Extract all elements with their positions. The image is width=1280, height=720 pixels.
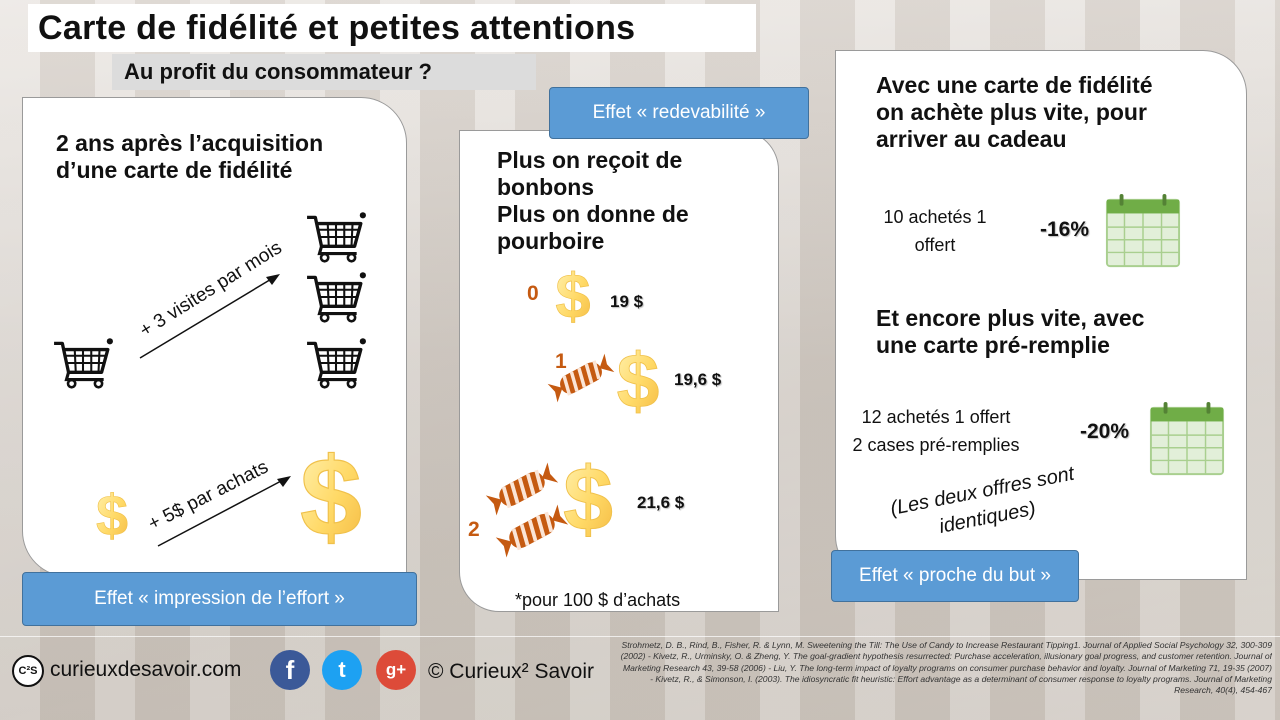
card-goal [835,50,1247,580]
offer1-text: 10 achetés 1 offert [883,207,987,255]
goal-heading: Avec une carte de fidélité on achète plu… [876,72,1153,153]
effect-effort-badge: Effet « impression de l’effort » [22,572,417,626]
title-bar: Carte de fidélité et petites attentions [28,4,756,52]
dollar-icon [553,264,593,330]
page-subtitle: Au profit du consommateur ? [124,59,432,84]
offer1-percentage: -16% [1040,218,1090,241]
dollar-icon [296,440,366,556]
tip-value-0: 19 $ [610,292,644,311]
tip-value-2: 21,6 $ [637,493,685,512]
reciprocity-heading: Plus on reçoit de bonbons Plus on donne … [497,147,689,255]
candy-count-1: 1 [555,350,567,373]
calendar-icon [1148,400,1226,478]
candy-count-2: 2 [468,518,480,541]
tip-value-1: 19,6 $ [674,370,722,389]
facebook-icon[interactable]: f [270,650,310,690]
site-link[interactable]: curieuxdesavoir.com [50,658,242,681]
subtitle-bar: Au profit du consommateur ? [112,54,536,90]
arrow-visits [139,274,280,359]
page-title: Carte de fidélité et petites attentions [38,8,636,47]
effort-heading: 2 ans après l’acquisition d’une carte de… [56,130,324,184]
googleplus-icon[interactable]: g+ [376,650,416,690]
dollar-icon [614,342,662,422]
goal-heading-2: Et encore plus vite, avec une carte pré-… [876,305,1145,359]
twitter-icon[interactable]: t [322,650,362,690]
offer2-text: 12 achetés 1 offert 2 cases pré-remplies [852,407,1020,455]
cart-icon [52,336,114,390]
dollar-icon [560,452,616,548]
offer2-percentage: -20% [1080,420,1130,443]
calendar-icon [1104,192,1182,270]
effect-reciprocity-badge: Effet « redevabilité » [549,87,809,139]
references-text: Strohmetz, D. B., Rind, B., Fisher, R. &… [620,640,1272,696]
candy-count-0: 0 [527,282,539,305]
copyright-text: © Curieux² Savoir [428,660,595,683]
cart-icon [305,210,367,264]
effect-goal-badge: Effet « proche du but » [831,550,1079,602]
brand-logo: C²S [12,655,44,687]
cart-icon [305,270,367,324]
cart-icon [305,336,367,390]
purchase-note: *pour 100 $ d’achats [515,590,681,610]
dollar-icon [94,486,130,546]
footer-divider [0,636,1280,637]
arrow-purchases [157,476,291,547]
